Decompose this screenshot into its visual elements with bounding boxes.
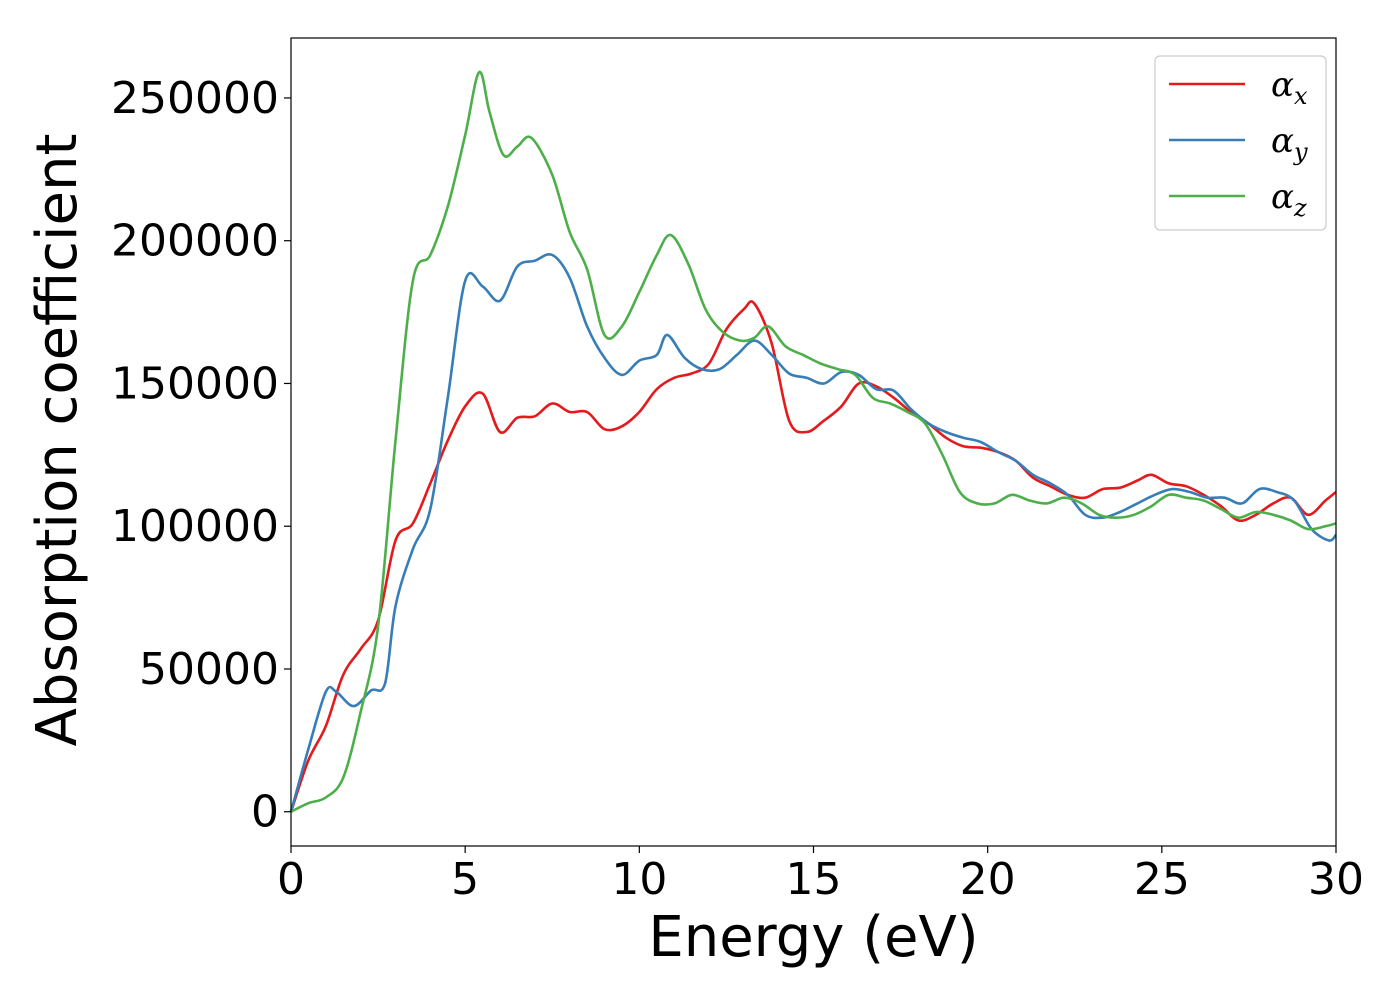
legend-symbol: α xyxy=(1271,121,1294,161)
series-line-alpha-y xyxy=(289,253,1337,813)
x-axis-ticks: 0 5 10 15 20 25 30 xyxy=(277,846,1364,905)
y-tick-label: 150000 xyxy=(111,358,279,409)
legend-subscript: x xyxy=(1294,82,1308,110)
legend-label-alpha-y: αy xyxy=(1271,121,1308,166)
series-line-alpha-x xyxy=(289,300,1337,813)
series-layer xyxy=(289,70,1337,813)
y-tick-label: 0 xyxy=(251,787,279,838)
x-tick-label: 0 xyxy=(277,854,305,905)
y-axis-ticks: 0 50000 100000 150000 200000 250000 xyxy=(111,73,291,838)
legend-label-alpha-x: αx xyxy=(1271,65,1308,110)
legend-symbol: α xyxy=(1271,65,1294,105)
y-tick-label: 100000 xyxy=(111,501,279,552)
x-tick-label: 10 xyxy=(611,854,667,905)
legend-symbol: α xyxy=(1271,177,1294,217)
y-axis-label: Absorption coefficient xyxy=(25,134,90,747)
legend-label-alpha-z: αz xyxy=(1271,177,1307,222)
x-tick-label: 5 xyxy=(451,854,479,905)
legend-subscript: y xyxy=(1293,138,1308,166)
y-tick-label: 50000 xyxy=(139,644,279,695)
legend-subscript: z xyxy=(1293,194,1307,222)
y-tick-label: 250000 xyxy=(111,73,279,124)
x-tick-label: 30 xyxy=(1308,854,1364,905)
x-tick-label: 15 xyxy=(786,854,842,905)
y-tick-label: 200000 xyxy=(111,216,279,267)
x-tick-label: 20 xyxy=(960,854,1016,905)
x-axis-label: Energy (eV) xyxy=(648,905,978,970)
legend-box xyxy=(1154,55,1327,231)
x-tick-label: 25 xyxy=(1134,854,1190,905)
series-line-alpha-z xyxy=(290,70,1337,813)
